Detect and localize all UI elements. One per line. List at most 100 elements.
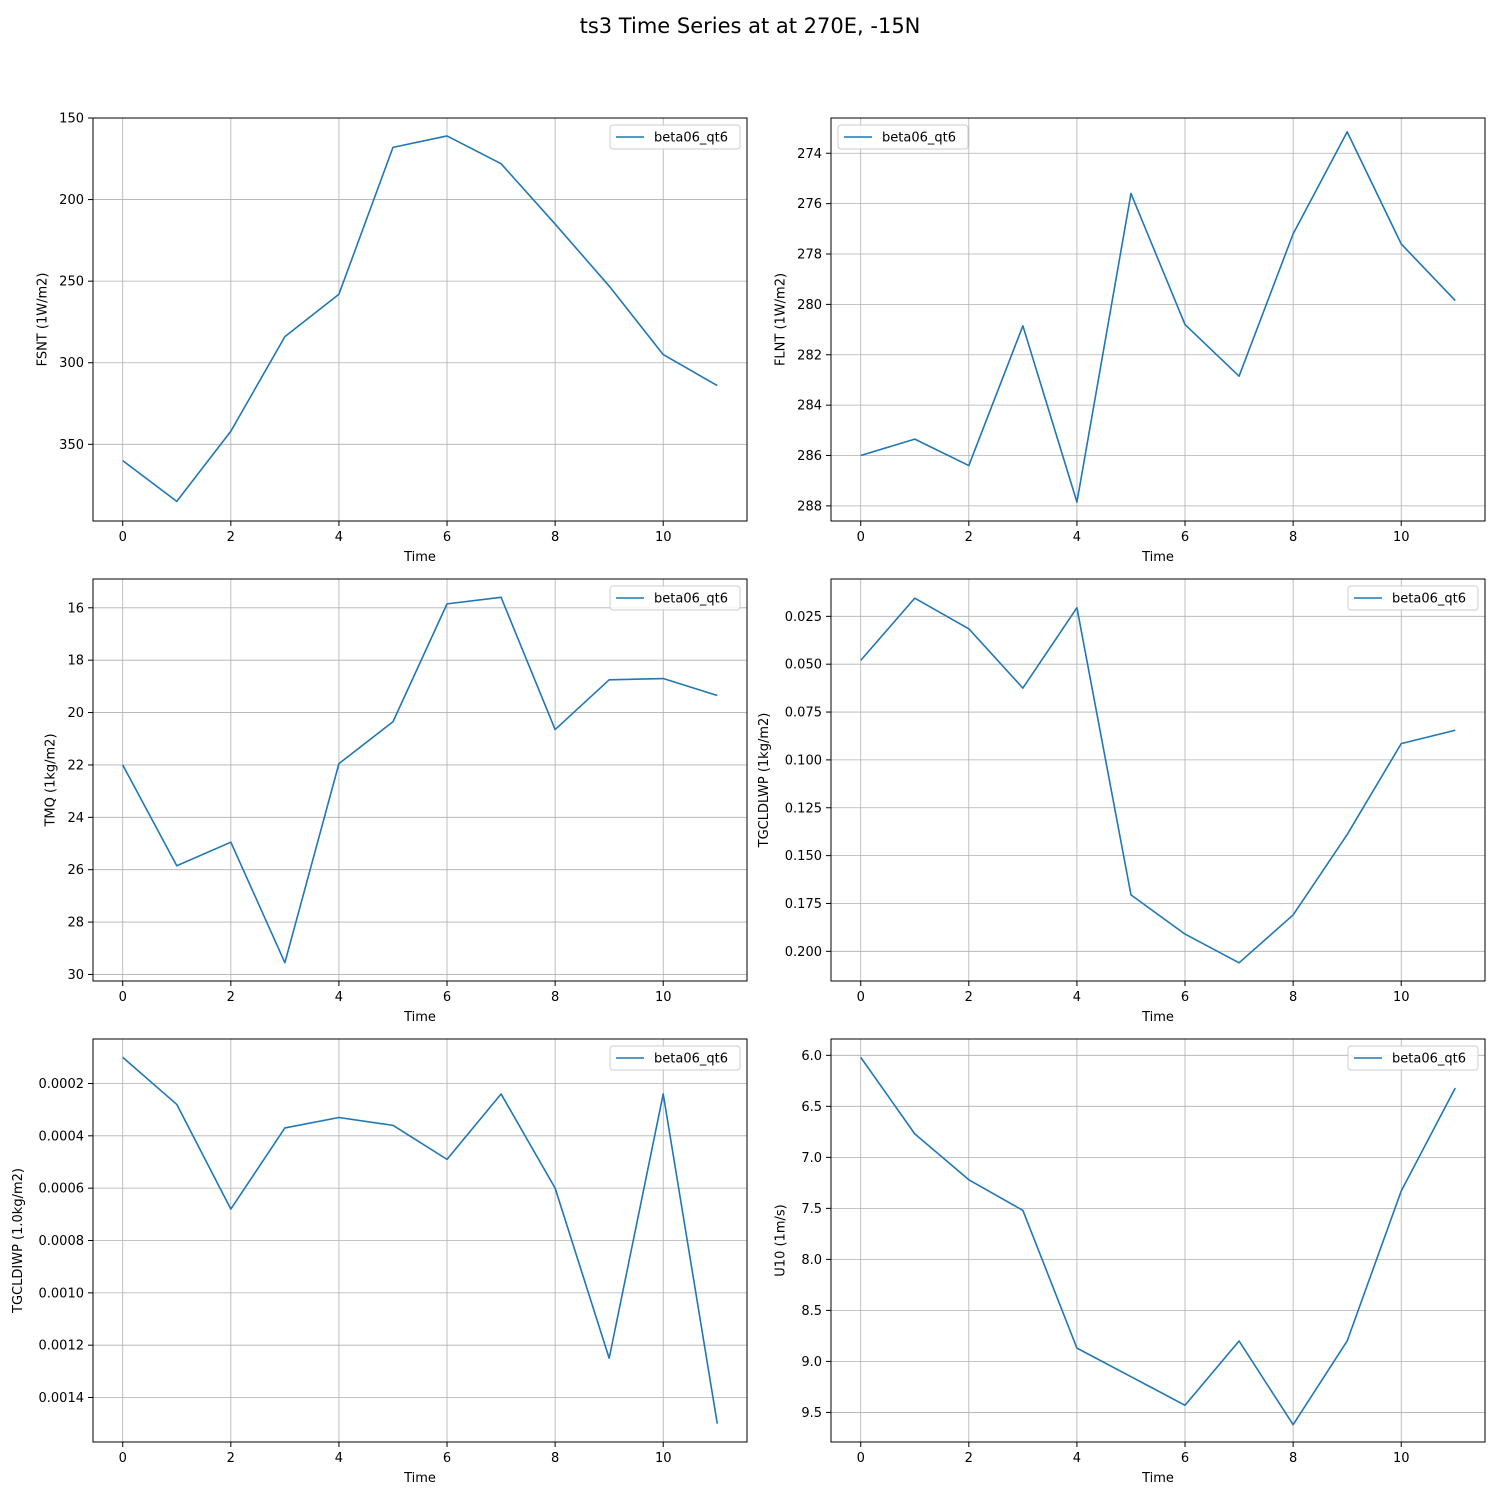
legend-label: beta06_qt6 [882, 131, 956, 146]
axes-frame [92, 117, 748, 522]
y-tick-label: 250 [59, 275, 84, 290]
subplot-1: 0 2 4 6 8 10 150 200 250 300 350 Time FSNT (1W/m2) be… [35, 112, 748, 565]
y-tick-label: 0.025 [785, 610, 822, 625]
y-tick-label: 0.075 [785, 706, 822, 721]
y-tick-label: 24 [67, 811, 84, 826]
legend: beta06_qt6 [1347, 585, 1479, 611]
legend-label: beta06_qt6 [1392, 592, 1466, 607]
y-tick-label: 6.0 [801, 1049, 822, 1064]
y-tick-label: 16 [67, 601, 84, 616]
x-tick-label: 6 [1181, 990, 1189, 1005]
y-tick-label: 0.150 [785, 849, 822, 864]
y-tick-label: 0.0006 [39, 1182, 85, 1197]
legend-label: beta06_qt6 [1392, 1052, 1466, 1067]
y-tick-label: 9.5 [801, 1406, 822, 1421]
y-tick-label: 0.0008 [39, 1234, 85, 1249]
legend-label: beta06_qt6 [654, 131, 728, 146]
legend-box [1347, 585, 1479, 611]
x-tick-label: 10 [1393, 530, 1410, 545]
x-tick-label: 0 [119, 990, 127, 1005]
series-line [122, 1056, 719, 1424]
x-axis-label: Time [1141, 1010, 1174, 1025]
legend-label: beta06_qt6 [654, 592, 728, 607]
x-tick-label: 6 [443, 1451, 451, 1466]
subplot-4: 0 2 4 6 8 10 0.025 0.050 0.075 0.100 0.125 0.150 0.1… [757, 578, 1486, 1025]
y-tick-label: 18 [67, 654, 84, 669]
x-tick-label: 6 [443, 530, 451, 545]
x-tick-label: 4 [335, 530, 343, 545]
x-tick-label: 2 [965, 530, 973, 545]
legend-box [609, 1045, 741, 1071]
legend: beta06_qt6 [1347, 1045, 1479, 1071]
legend-label: beta06_qt6 [654, 1052, 728, 1067]
y-tick-label: 0.200 [785, 945, 822, 960]
series-line [860, 1056, 1456, 1426]
x-tick-label: 0 [857, 990, 865, 1005]
x-tick-label: 4 [335, 1451, 343, 1466]
x-tick-label: 0 [857, 1451, 865, 1466]
axes-frame [830, 1038, 1486, 1443]
y-tick-label: 0.175 [785, 897, 822, 912]
x-tick-label: 8 [1289, 530, 1297, 545]
y-tick-label: 300 [59, 356, 84, 371]
subplot-6: 0 2 4 6 8 10 6.0 6.5 7.0 7.5 8.0 8.5 9.0 9.5 Time U10 (… [773, 1038, 1486, 1486]
y-tick-label: 0.100 [785, 753, 822, 768]
x-tick-label: 2 [965, 990, 973, 1005]
legend: beta06_qt6 [609, 124, 741, 150]
x-tick-label: 6 [1181, 1451, 1189, 1466]
x-tick-label: 4 [1073, 1451, 1081, 1466]
y-tick-label: 276 [797, 197, 822, 212]
y-tick-label: 0.0002 [39, 1077, 85, 1092]
y-tick-label: 284 [797, 399, 822, 414]
legend-box [1347, 1045, 1479, 1071]
x-tick-label: 10 [1393, 1451, 1410, 1466]
y-tick-label: 288 [797, 499, 822, 514]
legend: beta06_qt6 [609, 1045, 741, 1071]
y-tick-label: 30 [67, 968, 84, 983]
x-tick-label: 2 [227, 1451, 235, 1466]
x-tick-label: 6 [443, 990, 451, 1005]
y-tick-label: 278 [797, 248, 822, 263]
y-tick-label: 150 [59, 112, 84, 127]
subplot-5: 0 2 4 6 8 10 0.0002 0.0004 0.0006 0.0008 0.0010 0.0… [11, 1038, 748, 1486]
x-tick-label: 0 [119, 530, 127, 545]
series-line [860, 131, 1456, 503]
y-tick-label: 0.050 [785, 658, 822, 673]
series-line [122, 135, 718, 503]
x-tick-label: 4 [1073, 530, 1081, 545]
y-tick-label: 274 [797, 147, 822, 162]
x-tick-label: 8 [1289, 1451, 1297, 1466]
x-tick-label: 4 [1073, 990, 1081, 1005]
y-tick-label: 0.0004 [39, 1129, 85, 1144]
y-axis-label: TMQ (1kg/m2) [44, 733, 59, 827]
series-line [860, 597, 1456, 964]
x-tick-label: 2 [965, 1451, 973, 1466]
legend-box [837, 124, 969, 150]
series-line [122, 596, 718, 964]
y-tick-label: 22 [67, 758, 84, 773]
x-tick-label: 2 [227, 990, 235, 1005]
subplot-2: 0 2 4 6 8 10 274 276 278 280 282 284 286 288 Time FLNT … [773, 117, 1486, 565]
x-axis-label: Time [403, 1010, 436, 1025]
y-tick-label: 8.0 [801, 1253, 822, 1268]
y-tick-label: 7.5 [801, 1202, 822, 1217]
x-tick-label: 10 [655, 530, 672, 545]
y-axis-label: FLNT (1W/m2) [773, 273, 788, 366]
x-tick-label: 10 [1393, 990, 1410, 1005]
axes-frame [830, 578, 1486, 982]
y-axis-label: TGCLDIWP (1.0kg/m2) [11, 1168, 26, 1314]
legend-box [609, 124, 741, 150]
y-axis-label: U10 (1m/s) [773, 1204, 788, 1276]
axes-frame [92, 578, 748, 982]
x-tick-label: 8 [551, 530, 559, 545]
y-axis-label: TGCLDLWP (1kg/m2) [757, 713, 772, 849]
y-tick-label: 200 [59, 193, 84, 208]
x-axis-label: Time [403, 1471, 436, 1486]
x-tick-label: 6 [1181, 530, 1189, 545]
y-tick-label: 9.0 [801, 1355, 822, 1370]
y-tick-label: 0.125 [785, 801, 822, 816]
y-tick-label: 7.0 [801, 1151, 822, 1166]
x-tick-label: 8 [551, 1451, 559, 1466]
